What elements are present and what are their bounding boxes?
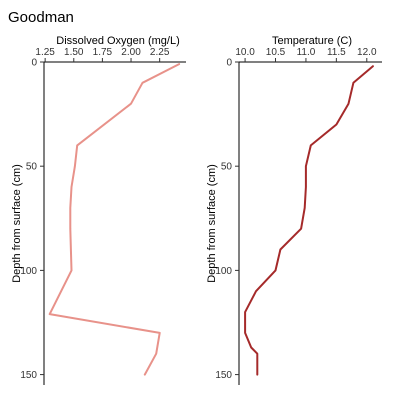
temperature-x-tick-label: 12.0 — [357, 47, 377, 58]
oxygen-y-tick-label: 0 — [31, 58, 37, 69]
oxygen-x-tick-label: 2.25 — [150, 47, 170, 58]
temperature-y-tick-label: 0 — [226, 58, 232, 69]
oxygen-x-tick-label: 1.50 — [64, 47, 84, 58]
oxygen-x-tick-label: 1.75 — [93, 47, 113, 58]
figure-title: Goodman — [8, 9, 74, 26]
temperature-x-tick-label: 11.5 — [327, 47, 346, 58]
temperature-y-tick-label: 50 — [221, 162, 233, 173]
oxygen-y-tick-label: 50 — [26, 162, 38, 173]
oxygen-series-line — [48, 63, 181, 376]
temperature-x-tick-label: 10.5 — [266, 47, 286, 58]
temperature-panel: Temperature (C)Depth from surface (cm)10… — [206, 35, 382, 385]
oxygen-y-axis-title: Depth from surface (cm) — [11, 164, 23, 283]
oxygen-y-tick-label: 100 — [20, 266, 37, 277]
temperature-y-axis-title: Depth from surface (cm) — [206, 164, 218, 283]
oxygen-x-axis-title: Dissolved Oxygen (mg/L) — [56, 35, 180, 47]
oxygen-x-tick-label: 1.25 — [35, 47, 55, 58]
temperature-x-tick-label: 11.0 — [297, 47, 316, 58]
temperature-series-line — [244, 65, 374, 376]
oxygen-x-tick-label: 2.00 — [121, 47, 141, 58]
temperature-y-tick-label: 150 — [215, 370, 232, 381]
oxygen-panel: Dissolved Oxygen (mg/L) Depth from surfac… — [11, 35, 186, 385]
temperature-x-tick-label: 10.0 — [235, 47, 255, 58]
oxygen-y-tick-label: 150 — [20, 370, 37, 381]
temperature-y-tick-label: 100 — [215, 266, 232, 277]
temperature-x-axis-title: Temperature (C) — [272, 35, 352, 47]
